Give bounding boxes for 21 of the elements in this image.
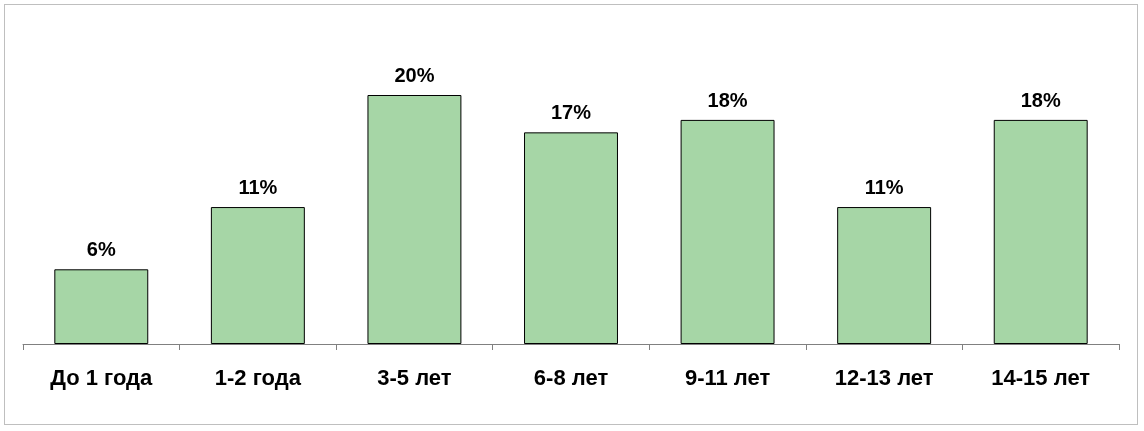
x-tick-label: 1-2 года: [214, 364, 302, 390]
data-label: 17%: [550, 101, 592, 124]
data-label: 20%: [394, 64, 435, 86]
bar: [680, 119, 775, 344]
bar: [210, 207, 305, 344]
data-label: 6%: [86, 238, 116, 261]
bar: [837, 207, 932, 344]
data-label: 11%: [238, 176, 278, 199]
x-tick-label: 3-5 лет: [377, 364, 452, 390]
bar: [993, 119, 1088, 344]
bar: [524, 132, 618, 344]
data-label: 11%: [864, 176, 904, 199]
bar: [367, 95, 462, 344]
x-tick-label: 14-15 лет: [991, 364, 1091, 390]
x-tick-label: 9-11 лет: [684, 364, 771, 390]
x-tick-label: До 1 года: [50, 364, 154, 390]
data-label: 18%: [707, 88, 748, 111]
x-tick-label: 6-8 лет: [533, 364, 609, 390]
x-tick-label: 12-13 лет: [834, 364, 934, 390]
data-label: 18%: [1020, 88, 1061, 111]
bar: [54, 269, 149, 344]
